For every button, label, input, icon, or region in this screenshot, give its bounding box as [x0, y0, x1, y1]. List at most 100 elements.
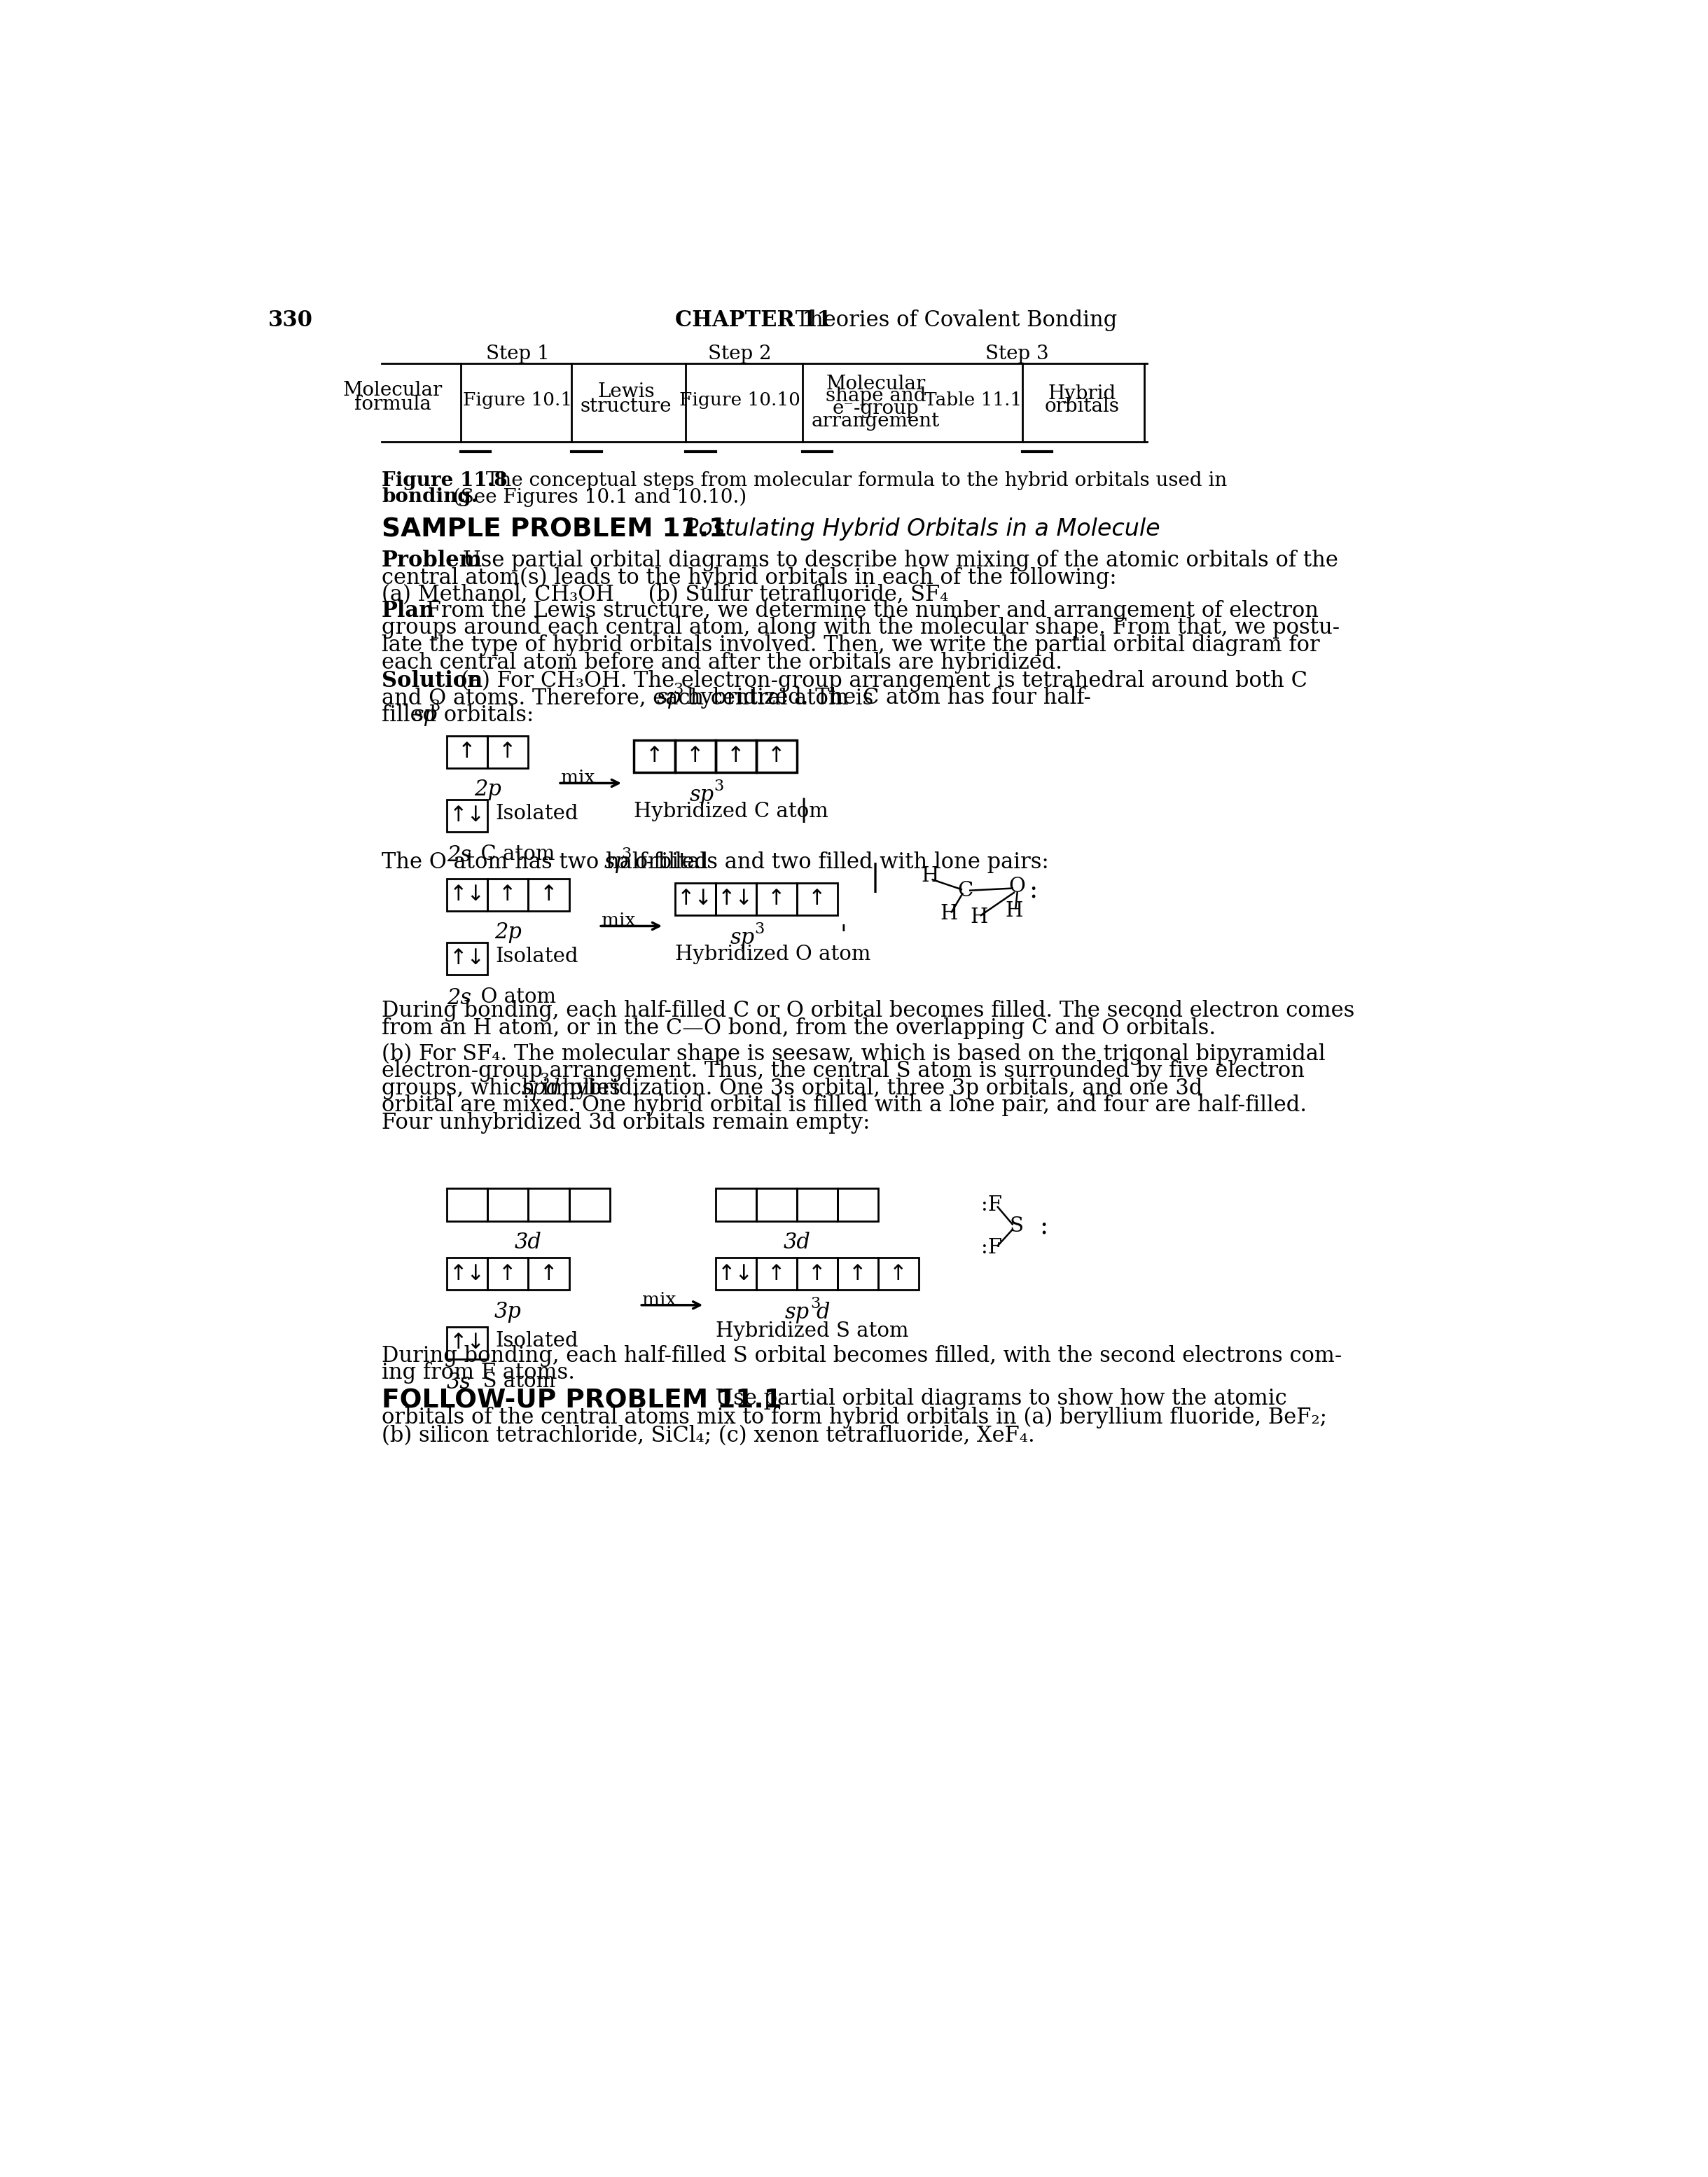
Bar [447, 799, 487, 832]
Bar [757, 1189, 798, 1221]
Text: Use partial orbital diagrams to describe how mixing of the atomic orbitals of th: Use partial orbital diagrams to describe… [463, 551, 1339, 570]
Text: ↑: ↑ [726, 747, 745, 766]
Text: 2p: 2p [473, 779, 500, 801]
Text: ↑: ↑ [499, 1263, 516, 1284]
Bar [798, 1189, 837, 1221]
Bar [487, 880, 528, 910]
Text: filled: filled [383, 705, 444, 727]
Bar [447, 1326, 487, 1358]
Text: hybridized. The C atom has four half-: hybridized. The C atom has four half- [680, 688, 1091, 710]
Text: 3d: 3d [784, 1232, 811, 1254]
Text: each central atom before and after the orbitals are hybridized.: each central atom before and after the o… [383, 651, 1062, 673]
Text: 3: 3 [714, 779, 724, 795]
Text: H: H [1004, 901, 1023, 921]
Bar [798, 1258, 837, 1291]
Text: electron-group arrangement. Thus, the central S atom is surrounded by five elect: electron-group arrangement. Thus, the ce… [383, 1060, 1305, 1082]
Text: orbitals: orbitals [1044, 396, 1119, 416]
Bar [716, 1258, 757, 1291]
Bar [569, 1189, 610, 1221]
Bar [837, 1189, 878, 1221]
Bar [716, 884, 757, 914]
Bar [487, 1189, 528, 1221]
Bar [798, 884, 837, 914]
Text: Lewis: Lewis [598, 383, 654, 401]
Text: ↑↓: ↑↓ [449, 949, 485, 969]
Text: structure: structure [581, 396, 671, 416]
Text: orbitals of the central atoms mix to form hybrid orbitals in (a) beryllium fluor: orbitals of the central atoms mix to for… [383, 1406, 1327, 1428]
Text: ↑↓: ↑↓ [449, 1332, 485, 1352]
Bar [447, 736, 487, 768]
Text: Hybridized O atom: Hybridized O atom [675, 945, 871, 964]
Text: Isolated: Isolated [495, 1330, 577, 1350]
Text: H: H [939, 903, 958, 923]
Text: (See Figures 10.1 and 10.10.): (See Figures 10.1 and 10.10.) [447, 488, 746, 507]
Text: Molecular: Molecular [343, 381, 442, 401]
Text: ↑: ↑ [687, 747, 704, 766]
Text: sp: sp [521, 1078, 547, 1099]
Bar [837, 1258, 878, 1291]
Bar [757, 884, 798, 914]
Text: orbital are mixed. One hybrid orbital is filled with a lone pair, and four are h: orbital are mixed. One hybrid orbital is… [383, 1095, 1307, 1117]
Text: ↑: ↑ [890, 1263, 907, 1284]
Text: mix: mix [560, 768, 594, 786]
Text: Step 2: Step 2 [709, 344, 772, 364]
Text: ↑↓: ↑↓ [449, 1263, 485, 1284]
Text: 3: 3 [755, 921, 763, 936]
Text: CHAPTER 11: CHAPTER 11 [675, 309, 832, 331]
Text: H: H [921, 866, 939, 886]
Bar [878, 1258, 919, 1291]
Text: (a) Methanol, CH₃OH     (b) Sulfur tetrafluoride, SF₄: (a) Methanol, CH₃OH (b) Sulfur tetrafluo… [383, 583, 948, 605]
Text: |: | [799, 799, 808, 823]
Bar [528, 1189, 569, 1221]
Bar [634, 740, 675, 773]
Text: 2s: 2s [447, 988, 471, 1010]
Text: Plan: Plan [383, 601, 436, 623]
Text: Figure 11.8: Figure 11.8 [383, 472, 507, 490]
Text: ↑: ↑ [808, 1263, 827, 1284]
Text: From the Lewis structure, we determine the number and arrangement of electron: From the Lewis structure, we determine t… [420, 601, 1319, 623]
Text: Molecular: Molecular [825, 374, 926, 394]
Text: (b) For SF₄. The molecular shape is seesaw, which is based on the trigonal bipyr: (b) For SF₄. The molecular shape is sees… [383, 1043, 1325, 1065]
Text: During bonding, each half-filled S orbital becomes filled, with the second elect: During bonding, each half-filled S orbit… [383, 1345, 1342, 1367]
Text: ': ' [840, 923, 847, 947]
Text: e⁻-group: e⁻-group [832, 398, 919, 418]
Text: ↑↓: ↑↓ [676, 888, 712, 910]
Text: Hybridized C atom: Hybridized C atom [634, 801, 828, 821]
Text: Step 3: Step 3 [986, 344, 1049, 364]
Text: Four unhybridized 3d orbitals remain empty:: Four unhybridized 3d orbitals remain emp… [383, 1112, 869, 1134]
Text: orbitals and two filled with lone pairs:: orbitals and two filled with lone pairs: [629, 851, 1049, 873]
Text: 3: 3 [673, 681, 683, 697]
Text: Isolated: Isolated [495, 947, 577, 967]
Bar [675, 884, 716, 914]
Bar [757, 1258, 798, 1291]
Text: Table 11.1: Table 11.1 [924, 392, 1021, 409]
Text: 3s: 3s [447, 1372, 471, 1393]
Text: ↑↓: ↑↓ [717, 1263, 753, 1284]
Text: hybridization. One 3s orbital, three 3p orbitals, and one 3d: hybridization. One 3s orbital, three 3p … [555, 1078, 1202, 1099]
Text: 2s: 2s [447, 845, 471, 866]
Text: bonding.: bonding. [383, 488, 478, 507]
Text: 3p: 3p [494, 1302, 521, 1321]
Text: sp: sp [729, 927, 755, 949]
Text: ↑: ↑ [540, 1263, 557, 1284]
Text: sp: sp [413, 705, 437, 727]
Text: O: O [1008, 877, 1025, 897]
Bar [757, 740, 798, 773]
Text: orbitals:: orbitals: [437, 705, 535, 727]
Text: arrangement: arrangement [811, 411, 939, 431]
Text: ↑: ↑ [499, 884, 516, 906]
Text: Hybrid: Hybrid [1047, 383, 1115, 403]
Text: The conceptual steps from molecular formula to the hybrid orbitals used in: The conceptual steps from molecular form… [480, 472, 1226, 490]
Text: C: C [958, 882, 974, 901]
Text: :F: :F [982, 1195, 1003, 1215]
Text: 3: 3 [811, 1297, 820, 1313]
Text: groups, which implies: groups, which implies [383, 1078, 627, 1099]
Bar [447, 943, 487, 975]
Text: Postulating Hybrid Orbitals in a Molecule: Postulating Hybrid Orbitals in a Molecul… [670, 518, 1160, 540]
Bar [447, 880, 487, 910]
Text: 3: 3 [622, 847, 632, 862]
Text: :: : [1028, 880, 1037, 901]
Bar [716, 740, 757, 773]
Bar [447, 1189, 487, 1221]
Text: central atom(s) leads to the hybrid orbitals in each of the following:: central atom(s) leads to the hybrid orbi… [383, 566, 1117, 588]
